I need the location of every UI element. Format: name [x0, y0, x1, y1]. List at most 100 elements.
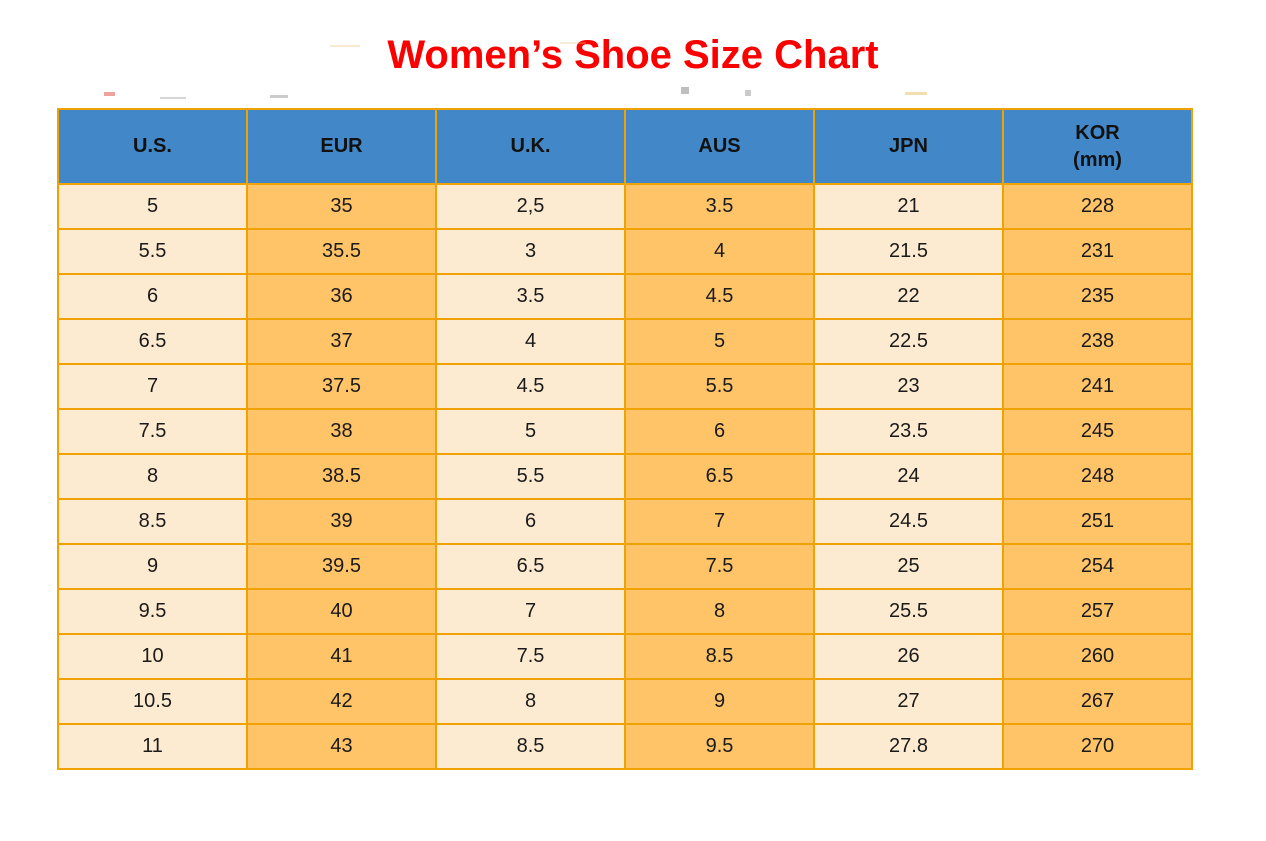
table-row: 11 43 8.5 9.5 27.8 270	[57, 723, 1193, 770]
smudge-artifact	[681, 87, 689, 94]
column-header-us: U.S.	[57, 108, 248, 185]
table-cell: 43	[246, 723, 437, 770]
table-cell: 238	[1002, 318, 1193, 365]
table-cell: 5.5	[57, 228, 248, 275]
table-row: 6 36 3.5 4.5 22 235	[57, 273, 1193, 320]
table-cell: 6	[624, 408, 815, 455]
table-cell: 260	[1002, 633, 1193, 680]
header-label: U.K.	[510, 135, 551, 157]
smudge-artifact	[745, 90, 751, 96]
table-cell: 7	[624, 498, 815, 545]
table-cell: 23.5	[813, 408, 1004, 455]
smudge-artifact	[160, 97, 186, 99]
table-row: 5 35 2,5 3.5 21 228	[57, 183, 1193, 230]
table-cell: 27.8	[813, 723, 1004, 770]
header-label: U.S.	[133, 135, 172, 157]
table-cell: 9.5	[624, 723, 815, 770]
table-cell: 5	[435, 408, 626, 455]
header-label: KOR	[1075, 121, 1120, 144]
table-cell: 3.5	[624, 183, 815, 230]
table-cell: 35	[246, 183, 437, 230]
table-cell: 4.5	[435, 363, 626, 410]
table-cell: 2,5	[435, 183, 626, 230]
column-header-eur: EUR	[246, 108, 437, 185]
table-cell: 8	[435, 678, 626, 725]
table-cell: 11	[57, 723, 248, 770]
table-row: 7 37.5 4.5 5.5 23 241	[57, 363, 1193, 410]
table-cell: 24.5	[813, 498, 1004, 545]
table-cell: 42	[246, 678, 437, 725]
table-cell: 26	[813, 633, 1004, 680]
table-cell: 22	[813, 273, 1004, 320]
table-cell: 7.5	[624, 543, 815, 590]
table-cell: 10	[57, 633, 248, 680]
header-sublabel: (mm)	[1073, 148, 1122, 171]
column-header-aus: AUS	[624, 108, 815, 185]
table-cell: 23	[813, 363, 1004, 410]
column-header-kor: KOR (mm)	[1002, 108, 1193, 185]
table-cell: 7.5	[435, 633, 626, 680]
header-label: EUR	[320, 135, 363, 157]
table-cell: 40	[246, 588, 437, 635]
table-cell: 267	[1002, 678, 1193, 725]
table-row: 5.5 35.5 3 4 21.5 231	[57, 228, 1193, 275]
table-cell: 22.5	[813, 318, 1004, 365]
table-cell: 8.5	[624, 633, 815, 680]
table-row: 6.5 37 4 5 22.5 238	[57, 318, 1193, 365]
table-cell: 8	[57, 453, 248, 500]
shoe-size-table-container: U.S. EUR U.K. AUS JPN KOR (mm) 5 35 2,5 3.5 21 228 5…	[57, 108, 1193, 770]
table-cell: 248	[1002, 453, 1193, 500]
table-row: 10.5 42 8 9 27 267	[57, 678, 1193, 725]
table-cell: 8.5	[435, 723, 626, 770]
table-cell: 39	[246, 498, 437, 545]
column-header-uk: U.K.	[435, 108, 626, 185]
smudge-artifact	[905, 92, 927, 95]
table-body: 5 35 2,5 3.5 21 228 5.5 35.5 3 4 21.5 231 6 36 3.5 4.5 2…	[57, 183, 1193, 770]
table-cell: 245	[1002, 408, 1193, 455]
table-cell: 228	[1002, 183, 1193, 230]
table-cell: 241	[1002, 363, 1193, 410]
table-cell: 38.5	[246, 453, 437, 500]
table-cell: 36	[246, 273, 437, 320]
table-cell: 6	[435, 498, 626, 545]
smudge-artifact	[270, 95, 288, 98]
table-cell: 270	[1002, 723, 1193, 770]
table-cell: 7.5	[57, 408, 248, 455]
table-cell: 10.5	[57, 678, 248, 725]
table-cell: 21.5	[813, 228, 1004, 275]
table-row: 8.5 39 6 7 24.5 251	[57, 498, 1193, 545]
table-cell: 35.5	[246, 228, 437, 275]
table-cell: 231	[1002, 228, 1193, 275]
table-cell: 4	[624, 228, 815, 275]
table-cell: 8	[624, 588, 815, 635]
table-cell: 27	[813, 678, 1004, 725]
table-cell: 4	[435, 318, 626, 365]
table-row: 7.5 38 5 6 23.5 245	[57, 408, 1193, 455]
table-row: 9 39.5 6.5 7.5 25 254	[57, 543, 1193, 590]
table-cell: 39.5	[246, 543, 437, 590]
table-cell: 41	[246, 633, 437, 680]
table-cell: 6.5	[435, 543, 626, 590]
table-cell: 37	[246, 318, 437, 365]
column-header-jpn: JPN	[813, 108, 1004, 185]
table-cell: 251	[1002, 498, 1193, 545]
table-cell: 3.5	[435, 273, 626, 320]
header-label: JPN	[889, 135, 928, 157]
table-cell: 257	[1002, 588, 1193, 635]
table-cell: 6	[57, 273, 248, 320]
table-cell: 7	[435, 588, 626, 635]
table-cell: 254	[1002, 543, 1193, 590]
table-row: 9.5 40 7 8 25.5 257	[57, 588, 1193, 635]
table-cell: 25	[813, 543, 1004, 590]
table-cell: 9	[624, 678, 815, 725]
table-cell: 6.5	[624, 453, 815, 500]
table-cell: 7	[57, 363, 248, 410]
header-label: AUS	[698, 135, 741, 157]
table-cell: 9	[57, 543, 248, 590]
page-title: Women’s Shoe Size Chart	[387, 33, 879, 77]
table-cell: 9.5	[57, 588, 248, 635]
smudge-artifact	[104, 92, 115, 96]
table-cell: 38	[246, 408, 437, 455]
header-row: U.S. EUR U.K. AUS JPN KOR (mm)	[57, 108, 1193, 185]
table-cell: 3	[435, 228, 626, 275]
